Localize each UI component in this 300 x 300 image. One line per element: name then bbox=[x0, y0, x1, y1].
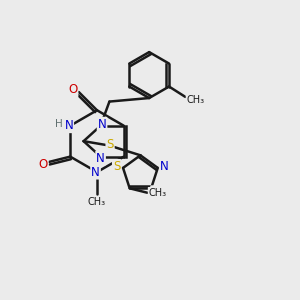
Text: N: N bbox=[96, 152, 105, 165]
Text: N: N bbox=[98, 118, 106, 131]
Text: N: N bbox=[91, 166, 100, 178]
Text: N: N bbox=[151, 186, 160, 199]
Text: N: N bbox=[160, 160, 169, 173]
Text: CH₃: CH₃ bbox=[88, 197, 106, 207]
Text: O: O bbox=[38, 158, 48, 171]
Text: N: N bbox=[64, 119, 73, 132]
Text: O: O bbox=[68, 83, 77, 96]
Text: H: H bbox=[55, 119, 63, 129]
Text: CH₃: CH₃ bbox=[187, 95, 205, 105]
Text: CH₃: CH₃ bbox=[148, 188, 167, 198]
Text: S: S bbox=[106, 138, 114, 151]
Text: S: S bbox=[113, 160, 120, 173]
